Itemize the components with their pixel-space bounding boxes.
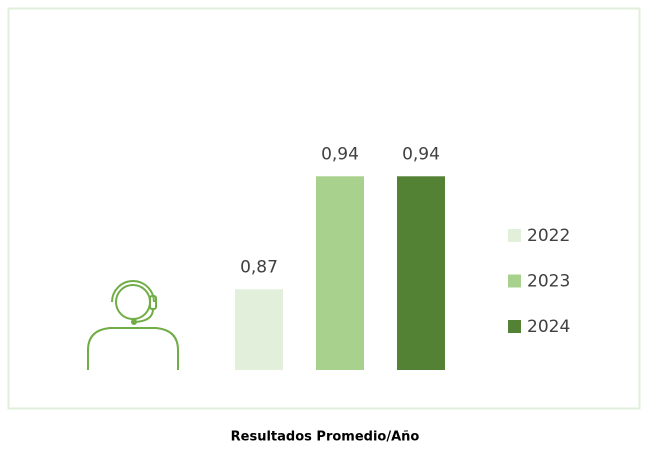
- data-label: 0,94: [321, 144, 359, 164]
- mic: [131, 319, 137, 325]
- legend-label: 2022: [527, 226, 570, 246]
- legend-label: 2023: [527, 272, 570, 292]
- chart-title: Resultados Promedio/Año: [231, 430, 420, 445]
- agent-icon: [87, 280, 179, 370]
- legend-swatch: [508, 320, 521, 333]
- legend-swatch: [508, 229, 521, 242]
- bar: [316, 176, 364, 370]
- data-label: 0,94: [402, 144, 440, 164]
- data-label: 0,87: [240, 257, 278, 277]
- bar: [397, 176, 445, 370]
- legend-label: 2024: [527, 317, 570, 337]
- legend-swatch: [508, 274, 521, 288]
- bar: [235, 289, 283, 370]
